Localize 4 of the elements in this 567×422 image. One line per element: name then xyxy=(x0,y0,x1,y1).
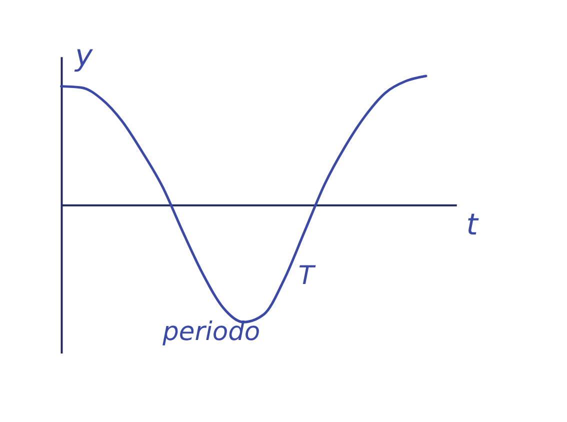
x-axis-title: t xyxy=(466,206,480,242)
y-axis-title: y xyxy=(74,38,94,73)
annotation: T xyxy=(298,260,316,291)
annotation: periodo xyxy=(162,317,260,348)
